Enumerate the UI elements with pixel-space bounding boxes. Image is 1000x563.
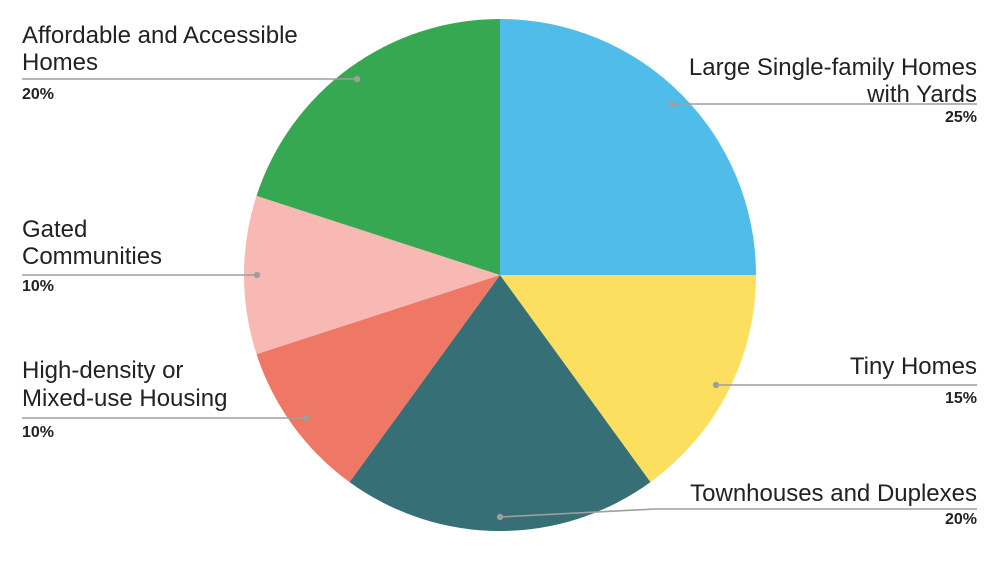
leader-dot-4 xyxy=(302,414,310,422)
slice-percent-6: 20% xyxy=(22,86,54,103)
slice-percent-1: 25% xyxy=(945,109,977,126)
slice-label-1: Large Single-family Homes with Yards xyxy=(689,54,977,108)
pie-slice-5 xyxy=(243,195,501,355)
leader-dot-6 xyxy=(353,75,361,83)
pie-slice-4 xyxy=(256,275,500,483)
pie-slice-3 xyxy=(349,275,651,531)
leader-dot-3 xyxy=(496,513,504,521)
slice-label-4: High-density or Mixed-use Housing xyxy=(22,357,227,412)
slice-percent-5: 10% xyxy=(22,278,54,295)
slice-label-5: Gated Communities xyxy=(22,216,162,270)
leader-dot-5 xyxy=(253,271,261,279)
leader-dot-1 xyxy=(668,100,676,108)
slice-percent-4: 10% xyxy=(22,424,54,441)
slice-percent-3: 20% xyxy=(945,511,977,528)
slice-label-3: Townhouses and Duplexes xyxy=(690,480,977,507)
slice-label-6: Affordable and Accessible Homes xyxy=(22,22,298,76)
pie-slice-1 xyxy=(500,19,756,275)
pie-slice-2 xyxy=(500,275,756,483)
pie-slice-6 xyxy=(256,19,500,275)
slice-percent-2: 15% xyxy=(945,390,977,407)
slice-label-2: Tiny Homes xyxy=(850,353,977,380)
leader-dot-2 xyxy=(712,381,720,389)
leader-line-3 xyxy=(499,508,656,518)
